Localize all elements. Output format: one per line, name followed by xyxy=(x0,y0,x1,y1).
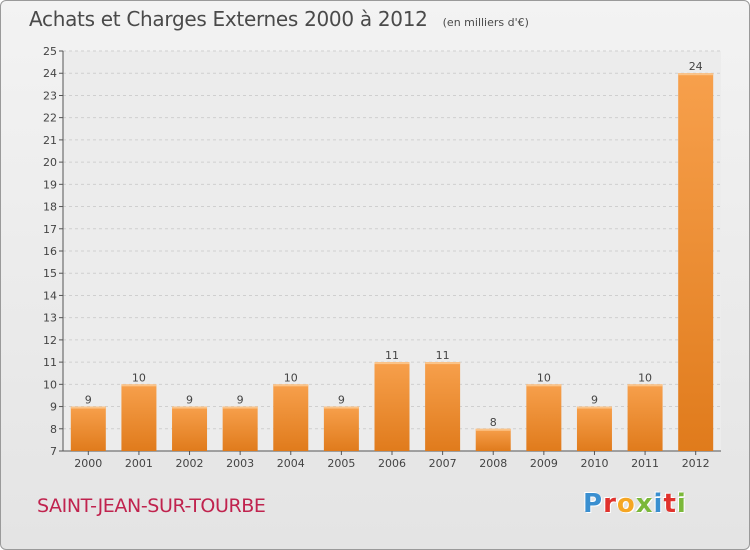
logo-letter: i xyxy=(676,489,687,519)
y-tick-label: 22 xyxy=(43,112,57,125)
data-label: 10 xyxy=(284,371,298,384)
proxiti-logo: Proxiti xyxy=(583,489,687,519)
bar xyxy=(172,406,208,451)
x-tick-label: 2008 xyxy=(479,457,507,470)
logo-letter: t xyxy=(663,489,677,519)
data-label: 10 xyxy=(537,371,551,384)
data-label: 10 xyxy=(132,371,146,384)
bar-highlight xyxy=(475,428,511,431)
bar-highlight xyxy=(374,362,410,365)
bar xyxy=(323,406,359,451)
data-label: 10 xyxy=(638,371,652,384)
data-label: 11 xyxy=(385,349,399,362)
y-tick-label: 13 xyxy=(43,312,57,325)
x-tick-label: 2005 xyxy=(327,457,355,470)
place-name: SAINT-JEAN-SUR-TOURBE xyxy=(37,495,266,517)
bar-highlight xyxy=(425,362,461,365)
y-tick-label: 25 xyxy=(43,45,57,58)
bar xyxy=(273,384,309,451)
bar xyxy=(526,384,562,451)
y-tick-label: 21 xyxy=(43,134,57,147)
y-tick-label: 16 xyxy=(43,245,57,258)
y-tick-label: 24 xyxy=(43,67,57,80)
bar xyxy=(627,384,663,451)
bar-highlight xyxy=(576,406,612,409)
bar-highlight xyxy=(273,384,309,387)
y-tick-label: 14 xyxy=(43,289,57,302)
data-label: 9 xyxy=(237,394,244,407)
logo-letter: x xyxy=(635,489,654,519)
bar-highlight xyxy=(70,406,106,409)
data-label: 8 xyxy=(490,416,497,429)
y-tick-label: 19 xyxy=(43,178,57,191)
logo-letter: r xyxy=(603,489,617,519)
chart-header: Achats et Charges Externes 2000 à 2012 (… xyxy=(29,7,529,31)
y-tick-label: 10 xyxy=(43,378,57,391)
y-tick-label: 23 xyxy=(43,89,57,102)
y-tick-label: 20 xyxy=(43,156,57,169)
y-tick-label: 15 xyxy=(43,267,57,280)
bar-highlight xyxy=(222,406,258,409)
x-tick-label: 2012 xyxy=(682,457,710,470)
y-tick-label: 17 xyxy=(43,223,57,236)
x-tick-label: 2001 xyxy=(125,457,153,470)
y-tick-label: 8 xyxy=(50,423,57,436)
bar xyxy=(475,428,511,451)
y-tick-label: 9 xyxy=(50,401,57,414)
bar xyxy=(425,362,461,451)
bar-highlight xyxy=(323,406,359,409)
data-label: 24 xyxy=(689,60,703,73)
bar xyxy=(678,73,714,451)
logo-letter: P xyxy=(583,489,604,519)
bar-highlight xyxy=(121,384,157,387)
bar xyxy=(374,362,410,451)
y-tick-label: 7 xyxy=(50,445,57,458)
logo-letter: i xyxy=(653,489,664,519)
y-tick-label: 18 xyxy=(43,201,57,214)
x-tick-label: 2010 xyxy=(580,457,608,470)
data-label: 9 xyxy=(591,394,598,407)
bar-highlight xyxy=(526,384,562,387)
x-tick-label: 2003 xyxy=(226,457,254,470)
bar-highlight xyxy=(627,384,663,387)
bar xyxy=(576,406,612,451)
logo-letter: o xyxy=(616,489,636,519)
data-label: 9 xyxy=(186,394,193,407)
x-tick-label: 2000 xyxy=(74,457,102,470)
x-tick-label: 2011 xyxy=(631,457,659,470)
bar xyxy=(70,406,106,451)
chart-unit: (en milliers d'€) xyxy=(442,16,529,29)
x-tick-label: 2009 xyxy=(530,457,558,470)
y-tick-label: 11 xyxy=(43,356,57,369)
x-tick-label: 2006 xyxy=(378,457,406,470)
bar-highlight xyxy=(678,73,714,76)
x-tick-label: 2004 xyxy=(277,457,305,470)
x-tick-label: 2007 xyxy=(429,457,457,470)
data-label: 9 xyxy=(338,394,345,407)
bar-highlight xyxy=(172,406,208,409)
bar xyxy=(121,384,157,451)
x-tick-label: 2002 xyxy=(176,457,204,470)
chart-title: Achats et Charges Externes 2000 à 2012 xyxy=(29,7,428,31)
data-label: 11 xyxy=(436,349,450,362)
y-tick-label: 12 xyxy=(43,334,57,347)
bar xyxy=(222,406,258,451)
data-label: 9 xyxy=(85,394,92,407)
